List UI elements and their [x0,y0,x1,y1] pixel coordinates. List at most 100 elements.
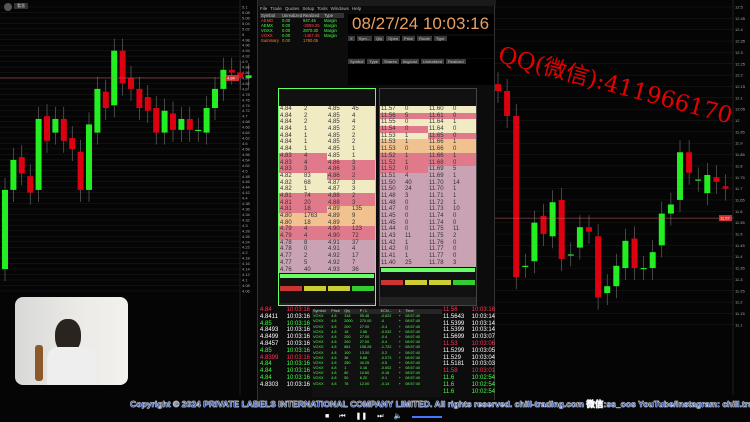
executions-table[interactable]: Symbol Price Qty P / L ECN... L Time VOXX 4.8 318… [312,309,442,397]
bid-side[interactable]: 11.45 0 [380,219,428,227]
ladder-row[interactable]: 11.57 0 11.60 0 [380,106,476,113]
menu-quotes[interactable]: Quotes [284,6,300,11]
ask-side[interactable]: 4.91 4 [327,246,375,254]
volume-icon[interactable]: 🔈 [393,413,403,420]
bid-side[interactable]: 11.52 0 [380,166,428,173]
ladder-row[interactable]: 11.41 1 11.77 0 [380,253,476,260]
ladder-row[interactable]: 11.55 0 11.64 1 [380,119,476,127]
ask-side[interactable]: 11.77 0 [428,253,476,260]
ask-side[interactable]: 11.66 1 [428,152,476,160]
ask-side[interactable]: 11.74 0 [428,213,476,220]
execution-row[interactable]: VOXX 4.8 1 0.16 -0.002 +08:57:40 [312,366,442,371]
ask-side[interactable]: 4.85 45 [327,106,375,113]
ladder-row[interactable]: 4.82 68 4.87 3 [279,179,375,187]
sell-button[interactable] [381,279,403,285]
ladder-row[interactable]: 4.84 1 4.85 2 [279,132,375,140]
column-header[interactable]: Type [324,13,334,18]
ask-side[interactable]: 11.65 0 [428,132,476,140]
column-header[interactable]: Open [386,36,401,41]
ladder-row[interactable]: 4.81 74 4.88 2 [279,192,375,200]
ask-side[interactable]: 4.86 3 [327,166,375,173]
ladder-row[interactable]: 11.51 4 11.69 1 [380,172,476,180]
bid-side[interactable]: 4.84 2 [279,119,327,127]
bid-side[interactable]: 4.82 1 [279,186,327,193]
column-header[interactable]: Route [417,36,432,41]
ladder-row[interactable]: 4.84 2 4.85 4 [279,112,375,120]
column-header[interactable]: L [398,309,401,313]
ladder-row[interactable]: 11.54 0 11.64 0 [380,126,476,133]
ask-side[interactable]: 4.86 2 [327,172,375,180]
column-header[interactable]: Qty [344,309,351,313]
ladder-row[interactable]: 4.82 83 4.86 2 [279,172,375,180]
bid-side[interactable]: 11.56 5 [380,112,428,120]
column-header[interactable]: Type [367,59,381,64]
column-header[interactable]: Avgcost [400,59,419,64]
chart-settings-icon[interactable] [4,3,12,11]
ask-side[interactable]: 4.86 3 [327,159,375,167]
bid-side[interactable]: 4.83 4 [279,159,327,167]
ladder-row[interactable]: 11.53 0 11.66 0 [380,146,476,153]
ladder-row[interactable]: 11.42 0 11.77 0 [380,246,476,254]
menu-tools[interactable]: Tools [317,6,328,11]
ask-side[interactable]: 11.69 1 [428,172,476,180]
bid-side[interactable]: 11.53 1 [380,132,428,140]
ladder-row[interactable]: 4.84 1 4.85 2 [279,139,375,147]
ask-side[interactable]: 11.72 1 [428,199,476,207]
column-header[interactable]: Unrealized [282,13,302,18]
execution-row[interactable]: VOXX 4.8 50 6.20 -0.1 +08:57:40 [312,376,442,381]
bid-side[interactable]: 4.78 8 [279,239,327,247]
ask-side[interactable]: 4.85 1 [327,152,375,160]
ask-side[interactable]: 11.74 0 [428,219,476,227]
bid-side[interactable]: 11.40 25 [380,259,428,267]
ask-side[interactable]: 11.61 0 [428,112,476,120]
column-header[interactable]: Price [402,36,416,41]
buy-button[interactable] [352,286,374,292]
ladder-row[interactable]: 11.52 1 11.66 1 [380,152,476,160]
ladder-row[interactable]: 11.52 1 11.68 0 [380,159,476,167]
ladder-row[interactable]: 4.80 18 4.89 2 [279,219,375,227]
column-header[interactable]: Time [405,309,414,313]
ladder-row[interactable]: 4.77 2 4.92 17 [279,253,375,260]
ask-side[interactable]: 4.89 135 [327,206,375,213]
menu-trade[interactable]: Trade [270,6,282,11]
ask-side[interactable]: 11.66 1 [428,139,476,147]
previous-icon[interactable]: ⏮ [339,413,346,420]
bid-side[interactable]: 4.76 40 [279,266,327,274]
bid-side[interactable]: 11.50 40 [380,179,428,187]
ladder-row[interactable]: 11.48 3 11.71 1 [380,192,476,200]
bid-side[interactable]: 11.48 0 [380,199,428,207]
bid-side[interactable]: 11.42 0 [380,246,428,254]
bid-side[interactable]: 11.53 1 [380,139,428,147]
bid-side[interactable]: 11.45 0 [380,213,428,220]
table-row[interactable]: VOXX 0.00 2870.30 Margin [260,28,344,33]
time-and-sales-right[interactable]: 11.56 10:03:16 11.5643 10:03:14 11.5399 10:03… [442,307,496,395]
ask-side[interactable]: 11.75 11 [428,226,476,234]
bid-side[interactable]: 4.77 5 [279,259,327,267]
column-header[interactable]: ECN... [380,309,392,313]
execution-row[interactable]: VOXX 4.8 200 27.00 -0.4 +08:57:40 [312,325,442,330]
bid-side[interactable]: 4.84 1 [279,126,327,133]
ask-side[interactable]: 4.92 7 [327,259,375,267]
column-header[interactable]: Price [331,309,340,313]
execution-row[interactable]: VOXX 4.8 2000 270.00 -4 +08:57:40 [312,319,442,324]
column-header[interactable]: Shares [382,59,399,64]
ladder-row[interactable]: 4.81 20 4.88 3 [279,199,375,207]
bid-side[interactable]: 11.52 1 [380,152,428,160]
column-header[interactable]: Symbol [313,309,326,313]
ask-side[interactable]: 11.78 3 [428,259,476,267]
bid-side[interactable]: 11.53 0 [380,146,428,153]
bid-side[interactable]: 4.79 4 [279,233,327,240]
ladder-row[interactable]: 4.78 0 4.91 4 [279,246,375,254]
ladder-row[interactable]: 11.42 1 11.76 0 [380,239,476,247]
ladder-row[interactable]: 4.78 8 4.91 37 [279,239,375,247]
ask-side[interactable]: 11.68 0 [428,159,476,167]
ask-side[interactable]: 11.66 0 [428,146,476,153]
ladder-row[interactable]: 11.53 1 11.65 0 [380,132,476,140]
bid-side[interactable]: 4.79 4 [279,226,327,234]
ladder-row[interactable]: 4.80 1763 4.89 9 [279,213,375,220]
ladder-row[interactable]: 11.45 0 11.74 0 [380,213,476,220]
bid-side[interactable]: 4.81 18 [279,206,327,213]
bid-side[interactable]: 4.81 20 [279,199,327,207]
execution-row[interactable]: VOXX 4.8 200 27.00 -0.4 +08:57:40 [312,335,442,340]
bid-side[interactable]: 4.80 18 [279,219,327,227]
